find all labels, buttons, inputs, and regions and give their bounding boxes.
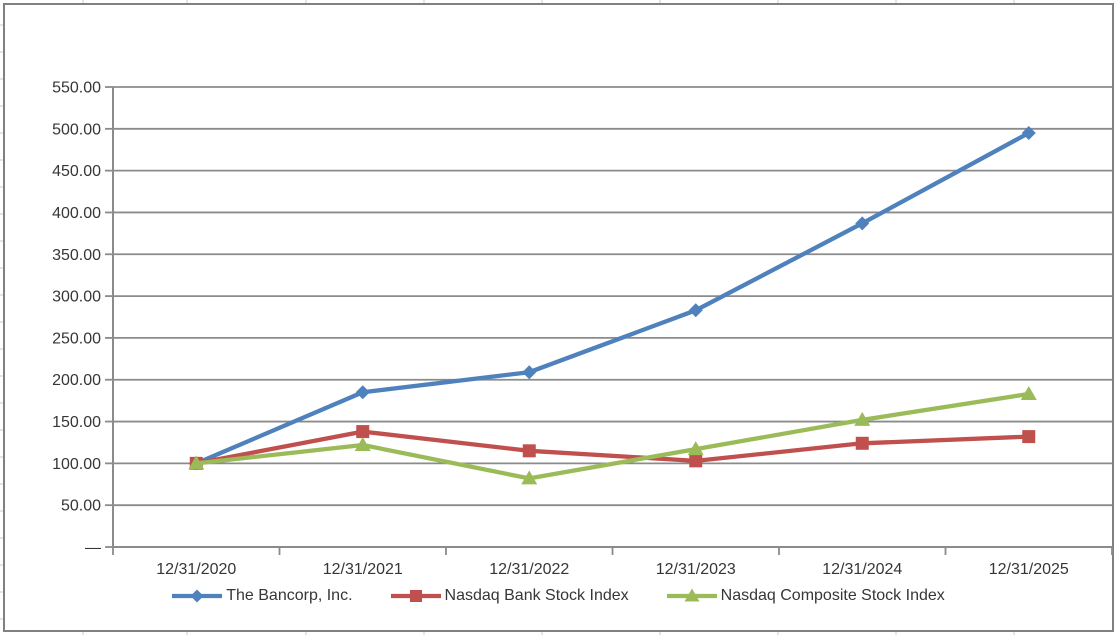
frame-border xyxy=(3,3,1114,632)
marker-triangle-nasdaq-composite-stock-index xyxy=(854,411,871,426)
x-axis-category-label: 12/31/2023 xyxy=(656,561,736,578)
y-axis-tick-label: 350.00 xyxy=(52,247,101,264)
x-axis-category-label: 12/31/2022 xyxy=(489,561,569,578)
legend-triangle-icon xyxy=(666,588,717,602)
marker-square-nasdaq-bank-stock-index xyxy=(689,454,703,468)
marker-square-nasdaq-bank-stock-index xyxy=(1022,430,1036,444)
y-axis-tick-label: 250.00 xyxy=(52,330,101,347)
legend-item-nasdaq-composite-stock-index: Nasdaq Composite Stock Index xyxy=(666,587,945,605)
y-axis-tick-label: 50.00 xyxy=(61,498,101,515)
y-axis-tick-label: 150.00 xyxy=(52,414,101,431)
marker-triangle-nasdaq-composite-stock-index xyxy=(354,436,371,451)
legend-diamond-icon xyxy=(172,589,223,603)
legend-item-nasdaq-bank-stock-index: Nasdaq Bank Stock Index xyxy=(390,587,629,605)
marker-triangle-nasdaq-composite-stock-index xyxy=(1020,385,1037,400)
marker-triangle-nasdaq-composite-stock-index xyxy=(188,455,205,470)
y-axis-tick-label: 400.00 xyxy=(52,205,101,222)
x-axis-category-label: 12/31/2020 xyxy=(156,561,236,578)
legend-square-icon xyxy=(390,590,441,602)
chart-legend: The Bancorp, Inc. Nasdaq Bank Stock Index… xyxy=(0,587,1117,605)
series-line-nasdaq-bank-stock-index xyxy=(194,429,1031,466)
marker-square-nasdaq-bank-stock-index xyxy=(855,436,869,450)
marker-triangle-nasdaq-composite-stock-index xyxy=(687,441,704,456)
legend-item-the-bancorp-inc: The Bancorp, Inc. xyxy=(172,587,353,605)
marker-diamond-the-bancorp-inc xyxy=(355,385,370,400)
series-line-nasdaq-composite-stock-index xyxy=(194,391,1031,481)
marker-diamond-the-bancorp-inc xyxy=(522,365,537,380)
y-axis-tick-label: 100.00 xyxy=(52,456,101,473)
y-axis-tick-label: 450.00 xyxy=(52,163,101,180)
x-axis-category-label: 12/31/2025 xyxy=(989,561,1069,578)
legend-label: Nasdaq Bank Stock Index xyxy=(444,587,629,604)
x-axis-category-label: 12/31/2021 xyxy=(323,561,403,578)
y-axis-tick-label: 300.00 xyxy=(52,289,101,306)
legend-label: The Bancorp, Inc. xyxy=(226,587,353,604)
marker-diamond-the-bancorp-inc xyxy=(688,303,703,318)
marker-triangle-nasdaq-composite-stock-index xyxy=(521,470,538,485)
marker-diamond-the-bancorp-inc xyxy=(855,216,870,231)
y-axis-tick-label: 500.00 xyxy=(52,121,101,138)
y-axis-tick-label: 200.00 xyxy=(52,372,101,389)
marker-diamond-the-bancorp-inc xyxy=(1021,126,1036,140)
series-line-the-bancorp-inc xyxy=(194,130,1031,466)
y-axis-tick-label: 550.00 xyxy=(52,80,101,97)
x-axis-category-label: 12/31/2024 xyxy=(822,561,902,578)
marker-square-nasdaq-bank-stock-index xyxy=(356,425,370,439)
legend-label: Nasdaq Composite Stock Index xyxy=(720,587,945,604)
marker-square-nasdaq-bank-stock-index xyxy=(522,444,536,458)
y-axis-tick-label: — xyxy=(85,540,101,557)
